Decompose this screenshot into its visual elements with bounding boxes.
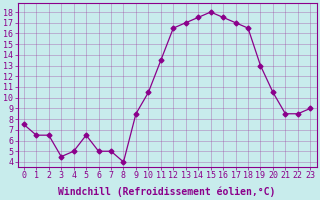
- X-axis label: Windchill (Refroidissement éolien,°C): Windchill (Refroidissement éolien,°C): [58, 186, 276, 197]
